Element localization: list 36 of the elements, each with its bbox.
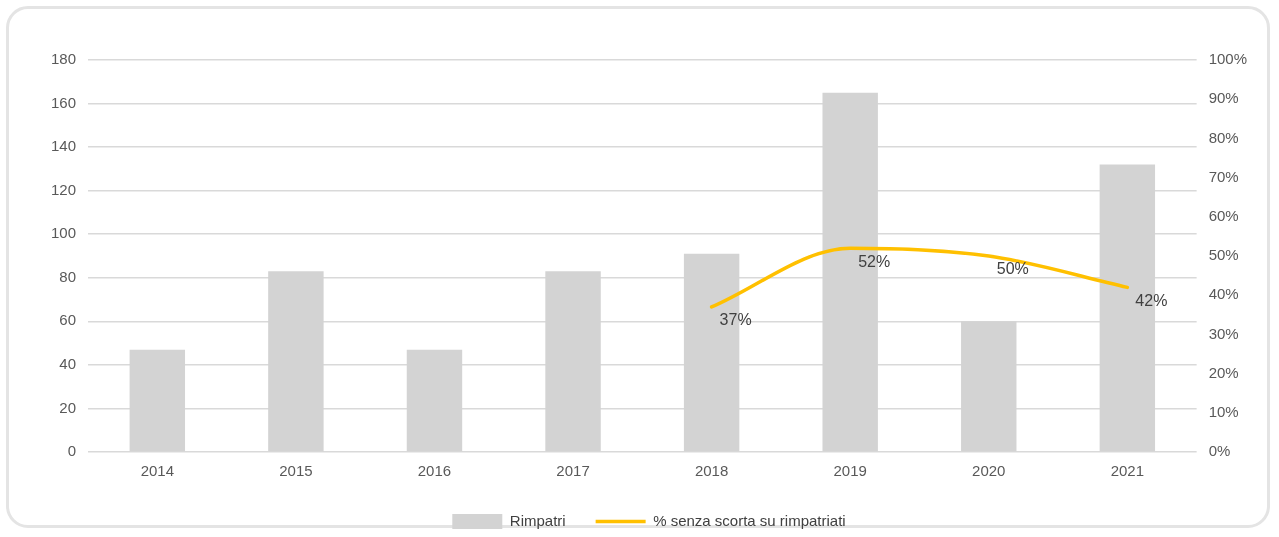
legend-label: Rimpatri (509, 511, 566, 529)
x-tick-label: 2016 (417, 462, 452, 480)
y2-tick-label: 50% (1208, 246, 1239, 264)
y2-tick-label: 40% (1208, 285, 1239, 303)
y-tick-label: 160 (51, 93, 77, 111)
y-tick-label: 40 (59, 355, 77, 373)
x-tick-label: 2018 (694, 462, 729, 480)
y2-tick-label: 70% (1208, 167, 1239, 185)
y-tick-label: 120 (51, 180, 77, 198)
y2-tick-label: 30% (1208, 324, 1239, 342)
x-tick-label: 2020 (972, 462, 1006, 480)
data-label: 50% (996, 260, 1029, 278)
y-tick-label: 80 (59, 267, 77, 285)
y2-tick-label: 80% (1208, 128, 1239, 146)
data-label: 37% (719, 311, 752, 329)
data-label: 52% (858, 252, 891, 270)
x-tick-label: 2019 (833, 462, 867, 480)
y-tick-label: 20 (59, 398, 77, 416)
x-tick-label: 2015 (279, 462, 313, 480)
y2-tick-label: 10% (1208, 402, 1239, 420)
y-tick-label: 0 (67, 442, 77, 460)
y-tick-label: 100 (51, 224, 77, 242)
y2-tick-label: 60% (1208, 206, 1239, 224)
data-label: 42% (1135, 291, 1168, 309)
y-tick-label: 140 (51, 137, 77, 155)
x-tick-label: 2021 (1110, 462, 1145, 480)
legend-label: % senza scorta su rimpatriati (653, 511, 846, 529)
y2-tick-label: 20% (1208, 363, 1239, 381)
y2-tick-label: 100% (1208, 50, 1248, 68)
y2-tick-label: 0% (1208, 442, 1231, 460)
line-series (709, 246, 1130, 309)
y-tick-label: 180 (51, 50, 77, 68)
x-tick-label: 2017 (556, 462, 590, 480)
y-tick-label: 60 (59, 311, 77, 329)
x-tick-label: 2014 (140, 462, 174, 480)
y2-tick-label: 90% (1208, 89, 1239, 107)
